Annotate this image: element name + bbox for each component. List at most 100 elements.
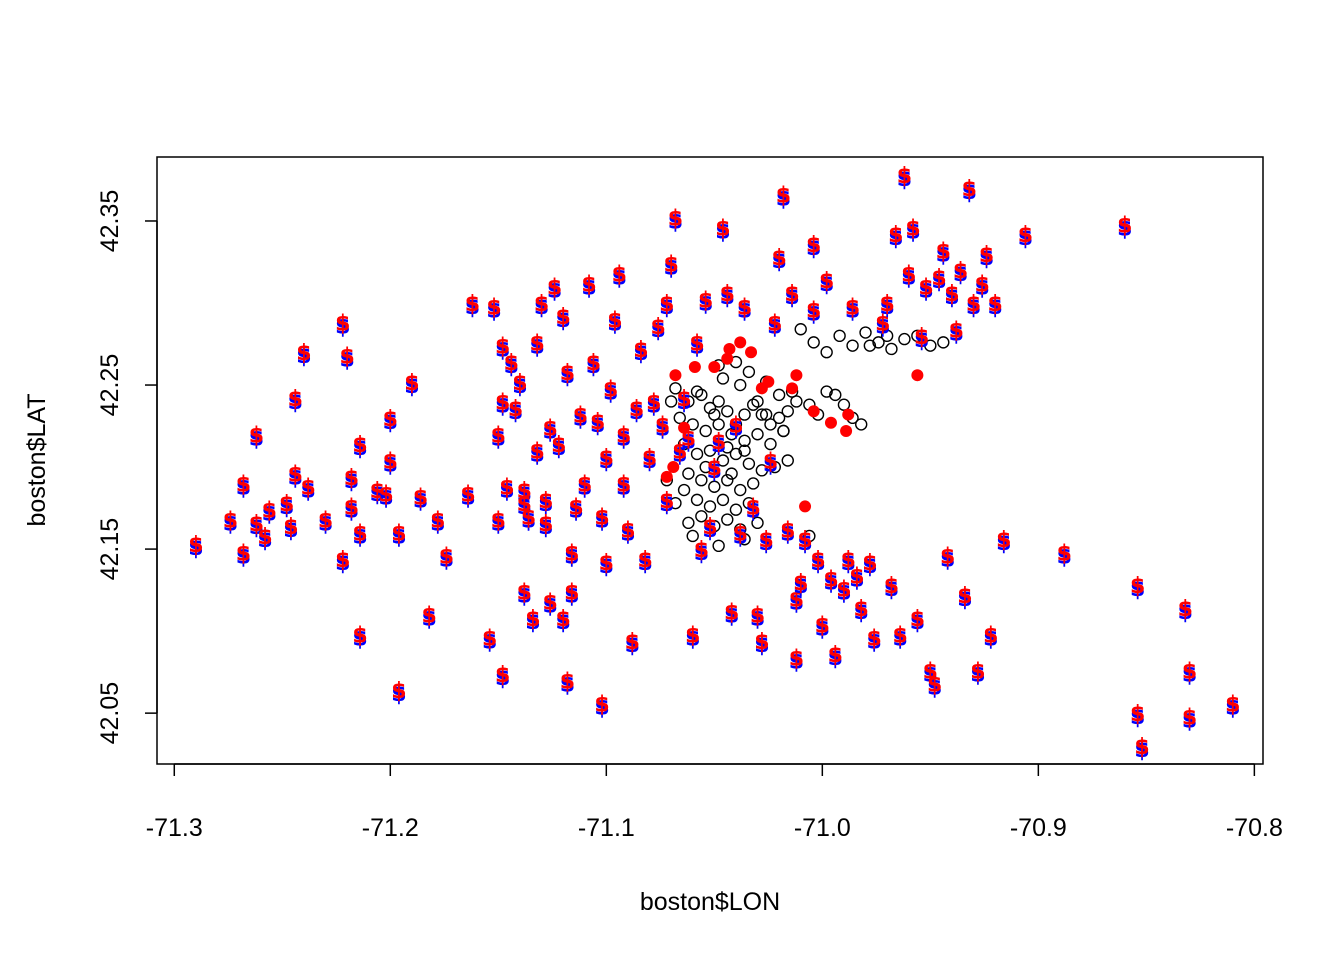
dollar-marker-blue: $ xyxy=(819,272,834,297)
data-point-dollar: $$ xyxy=(702,515,717,543)
dollar-marker-blue: $ xyxy=(599,554,614,579)
dollar-marker-red: $ xyxy=(845,295,860,320)
dollar-marker-red: $ xyxy=(564,581,579,606)
dollar-marker-blue: $ xyxy=(875,315,890,340)
dollar-marker-blue: $ xyxy=(927,676,942,701)
data-point-dollar: $$ xyxy=(460,482,475,510)
dollar-marker-blue: $ xyxy=(555,610,570,635)
dollar-marker-blue: $ xyxy=(949,321,964,346)
data-point-dollar: $$ xyxy=(815,614,830,642)
data-point-dollar: $$ xyxy=(404,371,419,399)
dollar-marker-red: $ xyxy=(987,292,1002,317)
dollar-marker-red: $ xyxy=(616,472,631,497)
dollar-marker-red: $ xyxy=(296,341,311,366)
dollar-marker-red: $ xyxy=(568,495,583,520)
data-point-dollar: $$ xyxy=(910,607,925,635)
dollar-marker-blue: $ xyxy=(724,603,739,628)
dollar-marker-blue: $ xyxy=(698,292,713,317)
data-point-dollar: $$ xyxy=(806,299,821,327)
data-point-dollar: $$ xyxy=(555,305,570,333)
data-point-red xyxy=(660,470,673,483)
dollar-marker-red: $ xyxy=(797,528,812,553)
data-point-dollar: $$ xyxy=(789,587,804,615)
dollar-marker-blue: $ xyxy=(1182,708,1197,733)
dollar-marker-red: $ xyxy=(581,272,596,297)
data-point-circle xyxy=(677,437,691,451)
data-point-dollar: $$ xyxy=(555,607,570,635)
dollar-marker-blue: $ xyxy=(867,630,882,655)
dollar-marker-red: $ xyxy=(983,623,998,648)
dollar-marker-blue: $ xyxy=(521,508,536,533)
data-point-dollar: $$ xyxy=(884,574,899,602)
dollar-marker-red: $ xyxy=(681,427,696,452)
data-point-circle xyxy=(690,493,704,507)
data-point-red xyxy=(786,382,799,395)
data-point-circle xyxy=(742,496,756,510)
data-point-circle xyxy=(708,519,721,533)
data-point-dollar: $$ xyxy=(776,184,791,212)
data-point-dollar: $$ xyxy=(344,495,359,523)
data-point-dollar: $$ xyxy=(422,604,437,632)
data-point-circle xyxy=(855,418,868,431)
dollar-marker-blue: $ xyxy=(530,443,545,468)
dollar-marker-blue: $ xyxy=(1225,695,1240,720)
data-point-red xyxy=(799,500,812,513)
dollar-marker-blue: $ xyxy=(918,279,933,304)
dollar-marker-red: $ xyxy=(491,423,506,448)
dollar-marker-blue: $ xyxy=(318,512,333,537)
dollar-marker-blue: $ xyxy=(564,544,579,569)
data-point-circle xyxy=(937,336,950,349)
dollar-marker-blue: $ xyxy=(1057,544,1072,569)
data-point-dollar: $$ xyxy=(836,577,851,605)
data-point-dollar: $$ xyxy=(530,440,545,468)
dollar-marker-blue: $ xyxy=(789,590,804,615)
dollar-marker-red: $ xyxy=(724,600,739,625)
dollar-marker-red: $ xyxy=(962,177,977,202)
dollar-marker-blue: $ xyxy=(685,626,700,651)
dollar-marker-red: $ xyxy=(642,446,657,471)
dollar-marker-red: $ xyxy=(257,525,272,550)
dollar-marker-blue: $ xyxy=(750,607,765,632)
dollar-marker-red: $ xyxy=(430,509,445,534)
dollar-marker-red: $ xyxy=(754,630,769,655)
data-point-circle xyxy=(699,460,712,474)
dollar-marker-blue: $ xyxy=(560,672,575,697)
data-point-dollar: $$ xyxy=(1225,692,1240,720)
dollar-marker-blue: $ xyxy=(780,521,795,546)
data-point-dollar: $$ xyxy=(983,623,998,651)
dollar-marker-blue: $ xyxy=(534,295,549,320)
dollar-marker-blue: $ xyxy=(517,584,532,609)
dollar-marker-blue: $ xyxy=(482,630,497,655)
data-point-dollar: $$ xyxy=(828,643,843,671)
dollar-marker-red: $ xyxy=(560,669,575,694)
dollar-marker-red: $ xyxy=(931,266,946,291)
dollar-marker-blue: $ xyxy=(940,548,955,573)
dollar-marker-red: $ xyxy=(378,482,393,507)
data-point-circle xyxy=(820,346,833,359)
data-point-dollar: $$ xyxy=(841,548,856,576)
dollar-marker-red: $ xyxy=(1225,692,1240,717)
dollar-marker-red: $ xyxy=(659,489,674,514)
data-point-dollar: $$ xyxy=(655,413,670,441)
dollar-marker-red: $ xyxy=(771,246,786,271)
data-point-circle xyxy=(703,401,717,415)
data-point-dollar: $$ xyxy=(867,627,882,655)
dollar-marker-blue: $ xyxy=(711,433,726,458)
dollar-marker-blue: $ xyxy=(957,587,972,612)
data-point-dollar: $$ xyxy=(996,528,1011,556)
data-point-dollar: $$ xyxy=(733,522,748,550)
data-point-dollar: $$ xyxy=(607,308,622,336)
data-point-dollar: $$ xyxy=(737,295,752,323)
data-point-circle xyxy=(708,408,721,421)
data-point-red xyxy=(840,424,853,437)
data-point-dollar: $$ xyxy=(620,518,635,546)
dollar-marker-blue: $ xyxy=(646,393,661,418)
dollar-marker-blue: $ xyxy=(568,498,583,523)
data-point-circle xyxy=(708,480,721,493)
dollar-marker-blue: $ xyxy=(845,298,860,323)
dollar-marker-blue: $ xyxy=(681,430,696,455)
dollar-marker-red: $ xyxy=(659,292,674,317)
data-point-dollar: $$ xyxy=(465,292,480,320)
data-point-circle xyxy=(682,516,695,530)
data-point-dollar: $$ xyxy=(564,541,579,569)
